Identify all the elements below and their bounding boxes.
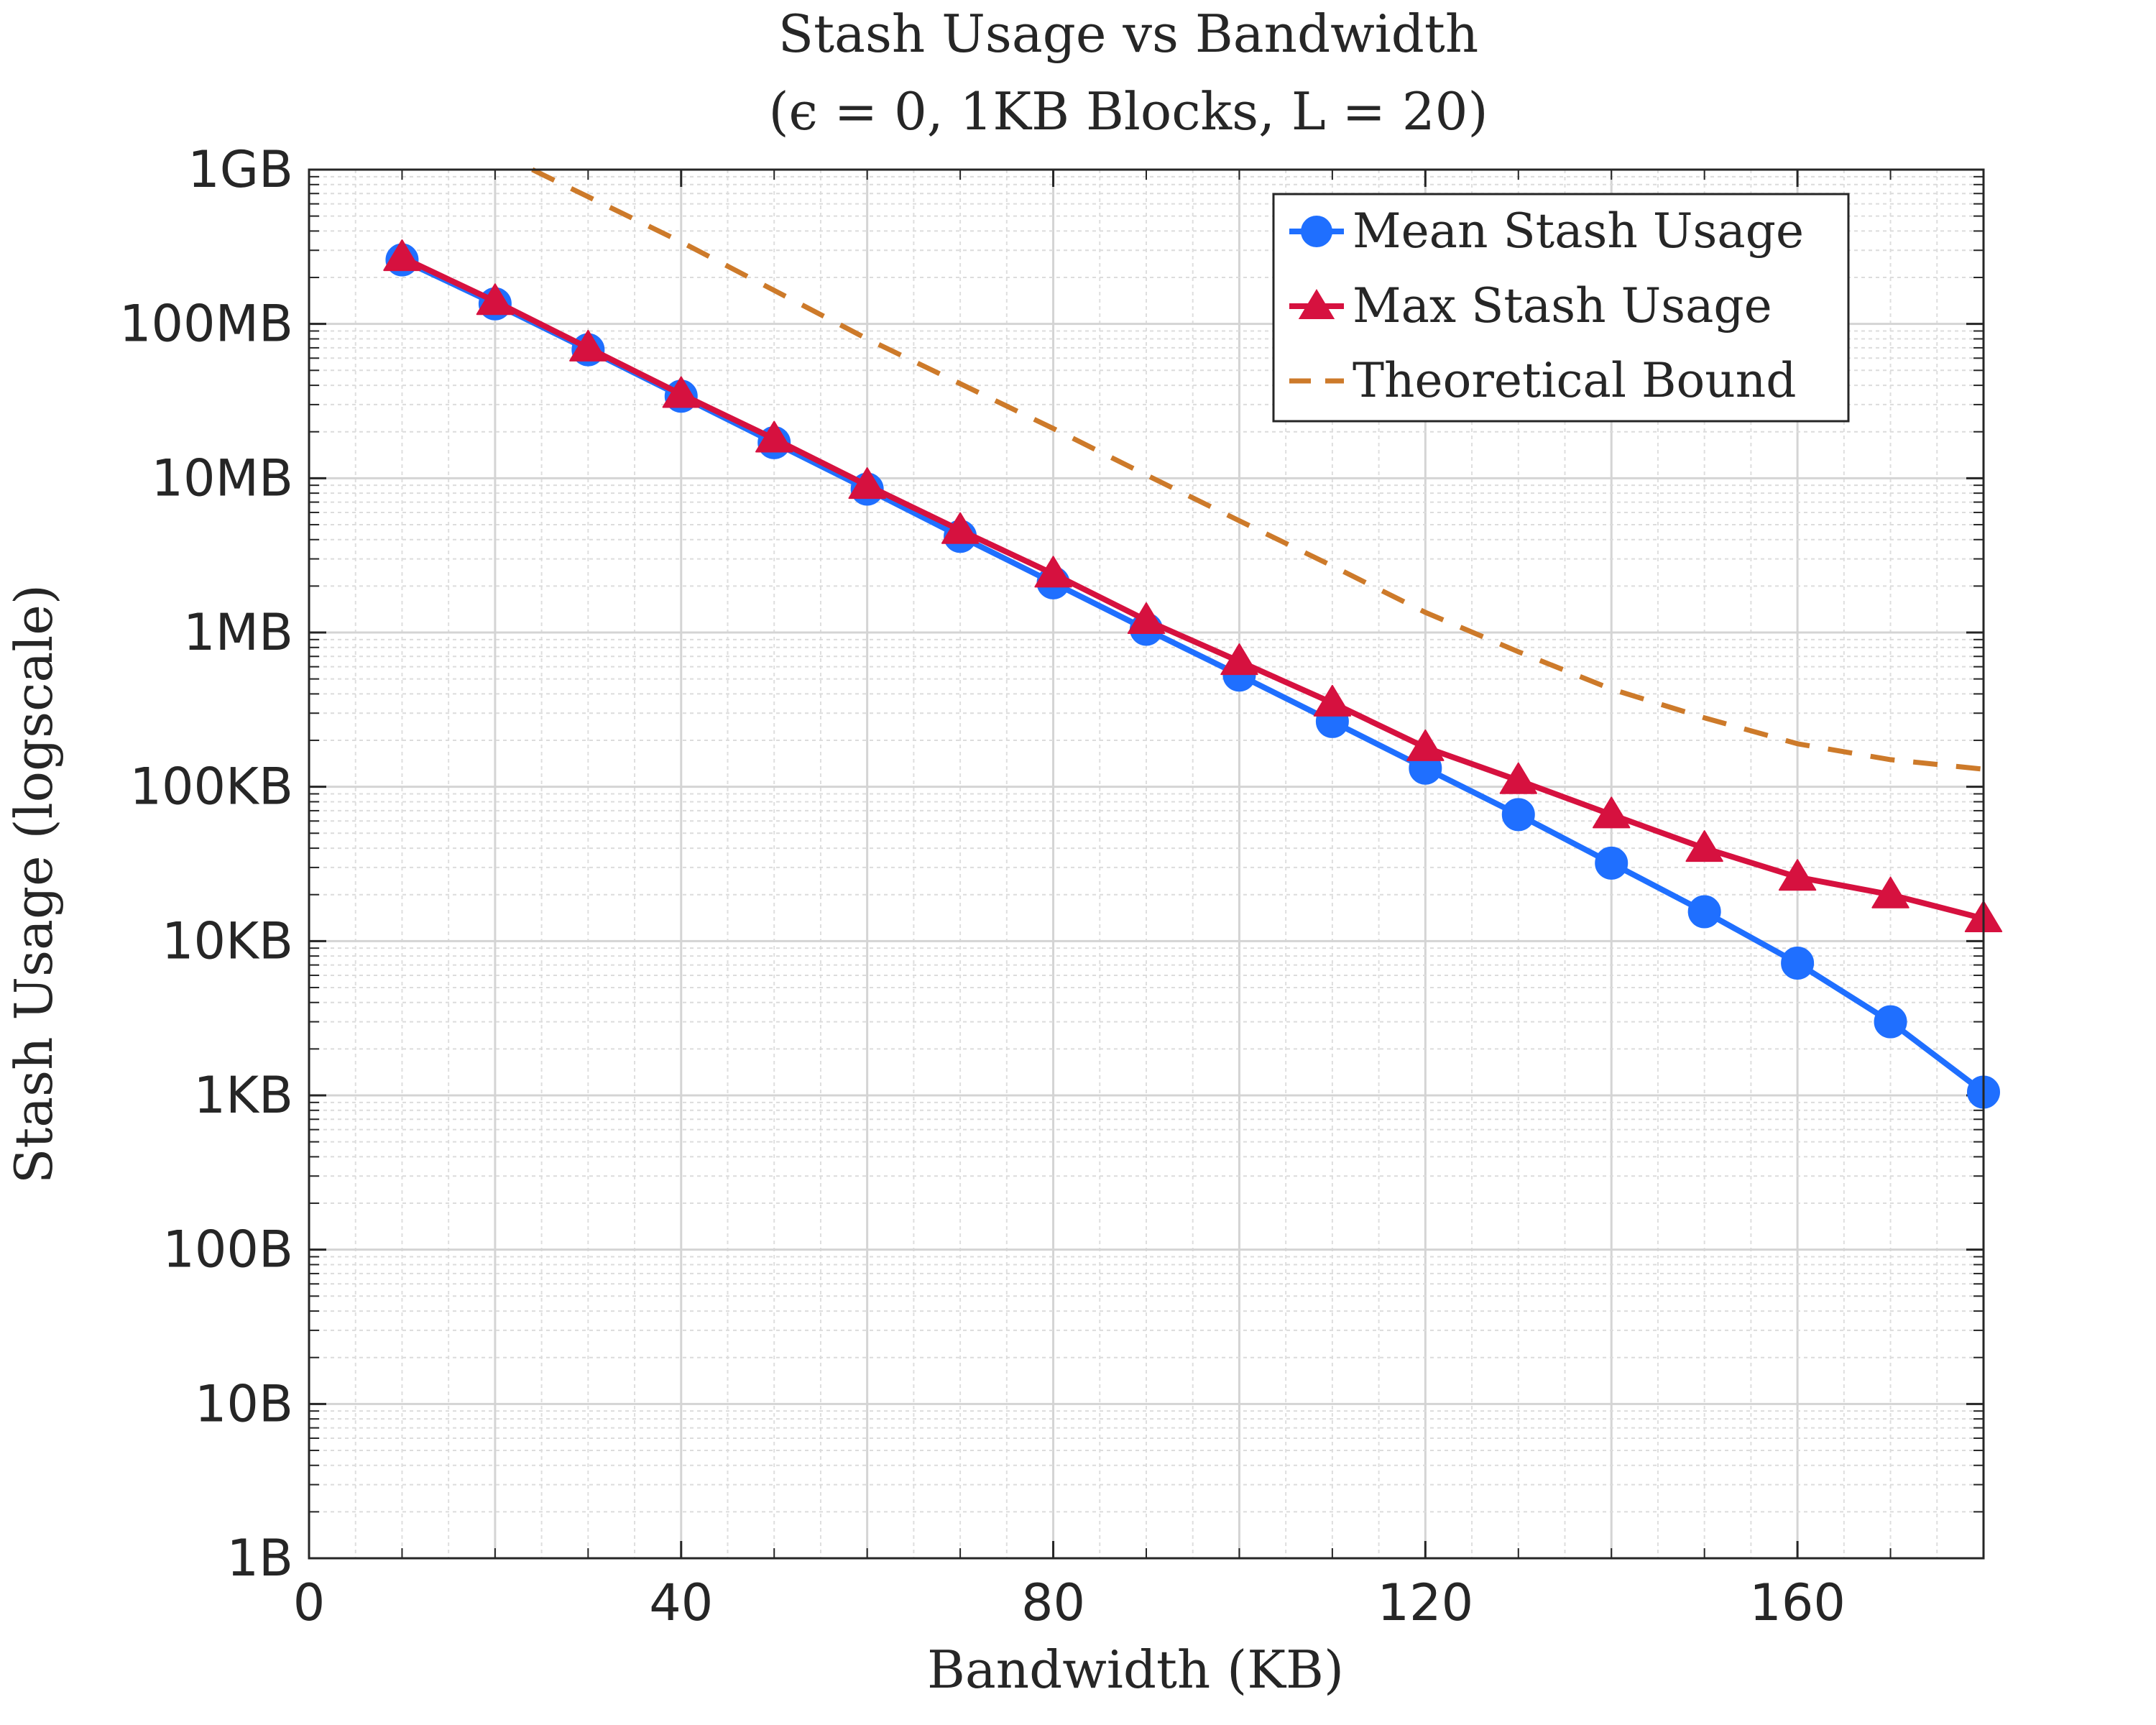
x-tick-label: 160 — [1749, 1573, 1846, 1632]
data-point — [1871, 876, 1909, 908]
data-point — [1499, 762, 1537, 794]
y-tick-label: 100KB — [129, 758, 293, 816]
series-line — [531, 167, 1984, 772]
series-line — [400, 254, 1984, 921]
data-point — [1593, 796, 1631, 829]
series-max-stash-usage — [383, 239, 2003, 932]
legend-label: Max Stash Usage — [1353, 278, 1772, 334]
data-point — [1778, 859, 1817, 891]
y-tick-label: 1MB — [183, 603, 293, 662]
y-tick-label: 1B — [226, 1529, 293, 1588]
data-point — [1687, 895, 1721, 929]
y-tick-label: 100MB — [119, 295, 293, 354]
data-point — [1781, 946, 1815, 980]
data-point — [1685, 830, 1723, 862]
legend: Mean Stash Usage Max Stash Usage Theoretic… — [1272, 193, 1850, 423]
series-theoretical-bound — [531, 167, 1984, 772]
data-point — [662, 376, 700, 408]
x-tick-label: 120 — [1378, 1573, 1474, 1632]
chart-title: Stash Usage vs Bandwidth — [778, 4, 1478, 64]
legend-marker — [1301, 216, 1332, 247]
x-tick-label: 40 — [649, 1573, 713, 1632]
data-point — [1034, 556, 1072, 588]
data-point — [569, 329, 607, 362]
legend-marker — [1298, 289, 1335, 319]
y-tick-label: 1GB — [188, 140, 293, 199]
y-tick-label: 1KB — [194, 1066, 293, 1125]
series-layer — [383, 167, 2003, 1109]
x-tick-label: 0 — [293, 1573, 326, 1632]
legend-item: Theoretical Bound — [1289, 353, 1796, 408]
y-tick-label: 100B — [162, 1220, 293, 1279]
data-point — [476, 283, 515, 316]
data-point — [941, 512, 980, 544]
y-tick-label: 10KB — [162, 911, 293, 970]
data-point — [848, 467, 886, 500]
plot-frame — [308, 168, 1985, 1560]
data-point — [1874, 1005, 1907, 1039]
data-point — [383, 239, 421, 272]
legend-label: Theoretical Bound — [1353, 353, 1796, 408]
data-point — [1501, 798, 1535, 832]
legend-item: Max Stash Usage — [1289, 278, 1772, 334]
y-tick-label: 10B — [195, 1374, 293, 1433]
data-point — [1127, 602, 1166, 635]
data-point — [1406, 729, 1445, 761]
data-point — [1220, 643, 1258, 676]
chart-subtitle: (ϵ = 0, 1KB Blocks, L = 20) — [768, 81, 1488, 142]
data-point — [1595, 846, 1628, 880]
y-tick-label: 10MB — [152, 448, 294, 507]
legend-box — [1272, 193, 1850, 423]
tick-labels: 1B 10B 100B 1KB 10KB 100KB 1MB 10MB 100MB 1GB 0 40 8… — [119, 140, 1846, 1632]
data-point — [1313, 684, 1352, 717]
x-axis-label: Bandwidth (KB) — [927, 1639, 1344, 1700]
legend-item: Mean Stash Usage — [1289, 203, 1804, 259]
y-axis-label: Stash Usage (logscale) — [4, 584, 64, 1184]
legend-label: Mean Stash Usage — [1353, 203, 1804, 259]
x-tick-label: 80 — [1021, 1573, 1085, 1632]
data-point — [755, 420, 793, 453]
